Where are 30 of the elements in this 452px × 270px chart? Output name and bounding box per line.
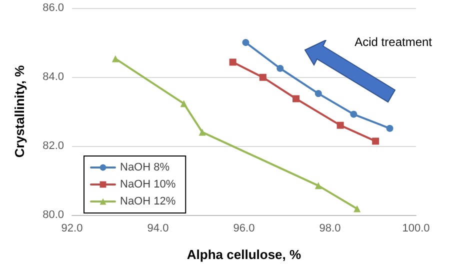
point: [292, 95, 300, 102]
point: [229, 58, 236, 66]
y-tick-label: 84.0: [42, 71, 64, 83]
point: [180, 100, 188, 108]
annotation: Acid treatment: [354, 35, 433, 49]
x-tick-label: 96.0: [233, 222, 255, 234]
x-tick-label: 94.0: [147, 222, 169, 234]
point: [198, 128, 206, 136]
point: [276, 64, 284, 72]
point: [386, 124, 394, 132]
legend-label: NaOH 10%: [120, 178, 176, 190]
point: [314, 90, 322, 98]
point: [372, 138, 380, 145]
point: [336, 122, 344, 129]
y-tick-label: 80.0: [42, 209, 64, 221]
point: [112, 55, 119, 62]
legend-label: NaOH 8%: [120, 162, 170, 174]
x-axis-title: Alpha cellulose, %: [186, 247, 302, 262]
point: [259, 74, 266, 81]
point: [354, 205, 361, 212]
point: [314, 182, 322, 190]
x-tick-label: 100.0: [402, 222, 430, 234]
y-tick-label: 86.0: [42, 2, 64, 14]
y-tick-label: 82.0: [42, 140, 64, 152]
legend-label: NaOH 12%: [120, 196, 176, 208]
x-tick-label: 98.0: [319, 222, 341, 234]
point: [350, 110, 358, 118]
y-axis-title: Crystallinity, %: [12, 64, 27, 158]
x-tick-label: 92.0: [61, 222, 83, 234]
point: [242, 39, 250, 46]
